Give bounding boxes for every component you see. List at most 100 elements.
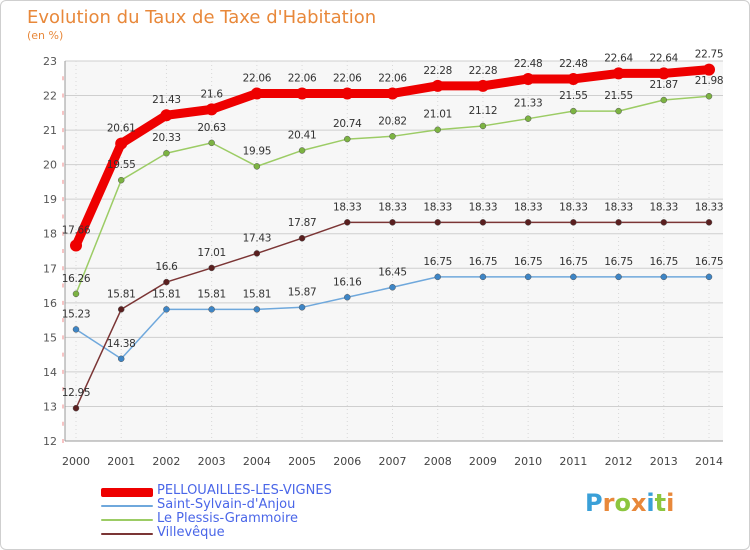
proxiti-logo: Proxiti — [585, 489, 674, 517]
y-tick-label: 23 — [43, 55, 57, 68]
data-point-plessis-grammoire — [479, 122, 487, 130]
x-tick-label: 2012 — [605, 455, 633, 468]
x-tick-label: 2002 — [152, 455, 180, 468]
data-point-saint-sylvain — [479, 273, 487, 281]
data-point-plessis-grammoire — [570, 107, 577, 115]
logo-letter: x — [630, 489, 647, 517]
data-label-saint-sylvain: 16.45 — [378, 266, 407, 278]
y-tick-label: 15 — [43, 331, 57, 344]
data-label-villeveque: 18.33 — [514, 201, 543, 213]
data-label-saint-sylvain: 15.81 — [152, 288, 181, 300]
data-label-saint-sylvain: 16.75 — [650, 256, 679, 268]
x-tick-label: 2006 — [333, 455, 361, 468]
logo-letter: i — [666, 489, 675, 517]
data-label-saint-sylvain: 16.16 — [333, 276, 362, 288]
legend-swatch-saint-sylvain — [101, 505, 153, 507]
data-point-villeveque — [344, 219, 351, 226]
data-label-plessis-grammoire: 21.55 — [559, 90, 588, 102]
data-label-plessis-grammoire: 19.55 — [107, 159, 136, 171]
x-tick-label: 2005 — [288, 455, 316, 468]
data-point-villeveque — [298, 234, 306, 242]
y-tick-label: 21 — [43, 124, 57, 137]
data-label-pellouailles: 22.28 — [423, 65, 452, 77]
data-label-villeveque: 18.33 — [650, 201, 679, 213]
data-label-plessis-grammoire: 21.01 — [423, 109, 452, 121]
data-label-saint-sylvain: 16.75 — [423, 256, 452, 268]
data-label-saint-sylvain: 16.75 — [514, 256, 543, 268]
data-label-pellouailles: 20.61 — [107, 123, 136, 135]
data-point-villeveque — [117, 306, 125, 313]
data-point-saint-sylvain — [163, 306, 170, 313]
data-label-plessis-grammoire: 21.33 — [514, 98, 543, 110]
data-point-pellouailles — [160, 109, 173, 122]
data-point-pellouailles — [476, 79, 489, 92]
logo-letter: t — [654, 489, 667, 517]
data-label-villeveque: 15.81 — [107, 288, 136, 300]
legend-label-plessis-grammoire: Le Plessis-Grammoire — [157, 511, 299, 526]
data-label-saint-sylvain: 16.75 — [469, 256, 498, 268]
data-point-villeveque — [208, 264, 215, 272]
data-label-plessis-grammoire: 20.63 — [197, 122, 226, 134]
data-point-saint-sylvain — [524, 273, 532, 281]
data-label-pellouailles: 22.06 — [288, 72, 317, 84]
data-label-saint-sylvain: 14.38 — [107, 338, 136, 350]
data-label-saint-sylvain: 16.75 — [604, 256, 633, 268]
data-point-villeveque — [705, 219, 713, 226]
chart-title: Evolution du Taux de Taxe d'Habitation — [27, 7, 377, 28]
data-label-plessis-grammoire: 16.26 — [62, 273, 91, 285]
data-label-pellouailles: 22.75 — [695, 49, 724, 61]
data-point-pellouailles — [70, 239, 82, 252]
x-tick-label: 2007 — [379, 455, 407, 468]
data-point-plessis-grammoire — [208, 139, 215, 147]
data-label-plessis-grammoire: 20.74 — [333, 118, 362, 130]
data-point-pellouailles — [612, 67, 625, 80]
data-point-saint-sylvain — [705, 273, 713, 281]
x-tick-label: 2010 — [514, 455, 542, 468]
chart-subtitle: (en %) — [27, 29, 64, 42]
data-point-saint-sylvain — [434, 273, 441, 281]
data-point-saint-sylvain — [253, 306, 261, 313]
data-label-plessis-grammoire: 21.12 — [469, 105, 498, 117]
data-point-plessis-grammoire — [163, 149, 170, 157]
data-label-plessis-grammoire: 20.33 — [152, 132, 181, 144]
data-point-saint-sylvain — [660, 273, 668, 281]
data-label-villeveque: 18.33 — [559, 201, 588, 213]
data-label-pellouailles: 22.64 — [650, 52, 679, 64]
data-point-pellouailles — [386, 87, 399, 100]
data-point-plessis-grammoire — [298, 147, 306, 154]
data-label-villeveque: 18.33 — [378, 201, 407, 213]
data-label-villeveque: 18.33 — [604, 201, 633, 213]
data-point-pellouailles — [341, 87, 354, 100]
data-label-saint-sylvain: 16.75 — [559, 256, 588, 268]
data-point-saint-sylvain — [72, 326, 80, 333]
x-tick-label: 2004 — [243, 455, 271, 468]
data-point-pellouailles — [522, 72, 535, 85]
legend-label-pellouailles: PELLOUAILLES-LES-VIGNES — [157, 483, 332, 498]
data-point-villeveque — [72, 404, 80, 412]
legend-item-pellouailles: PELLOUAILLES-LES-VIGNES — [101, 483, 401, 499]
data-point-saint-sylvain — [615, 273, 622, 281]
y-tick-label: 14 — [43, 366, 57, 379]
data-point-saint-sylvain — [344, 294, 351, 301]
x-tick-label: 2000 — [62, 455, 90, 468]
data-point-pellouailles — [296, 87, 309, 100]
data-point-saint-sylvain — [208, 306, 215, 313]
data-label-pellouailles: 22.06 — [243, 72, 272, 84]
data-label-villeveque: 18.33 — [423, 201, 452, 213]
y-tick-label: 17 — [43, 262, 57, 275]
legend-label-villeveque: Villevêque — [157, 525, 225, 540]
data-point-pellouailles — [250, 87, 263, 100]
data-label-plessis-grammoire: 21.87 — [650, 79, 679, 91]
data-label-plessis-grammoire: 20.41 — [288, 129, 317, 141]
data-point-villeveque — [253, 250, 261, 257]
legend-item-saint-sylvain: Saint-Sylvain-d'Anjou — [101, 497, 401, 513]
data-label-saint-sylvain: 15.23 — [62, 308, 91, 320]
x-tick-label: 2011 — [559, 455, 587, 468]
legend-label-saint-sylvain: Saint-Sylvain-d'Anjou — [157, 497, 296, 512]
data-label-villeveque: 17.43 — [243, 232, 272, 244]
y-tick-label: 16 — [43, 297, 57, 310]
data-label-villeveque: 18.33 — [333, 201, 362, 213]
plot-area — [65, 61, 723, 441]
data-point-villeveque — [570, 219, 577, 226]
